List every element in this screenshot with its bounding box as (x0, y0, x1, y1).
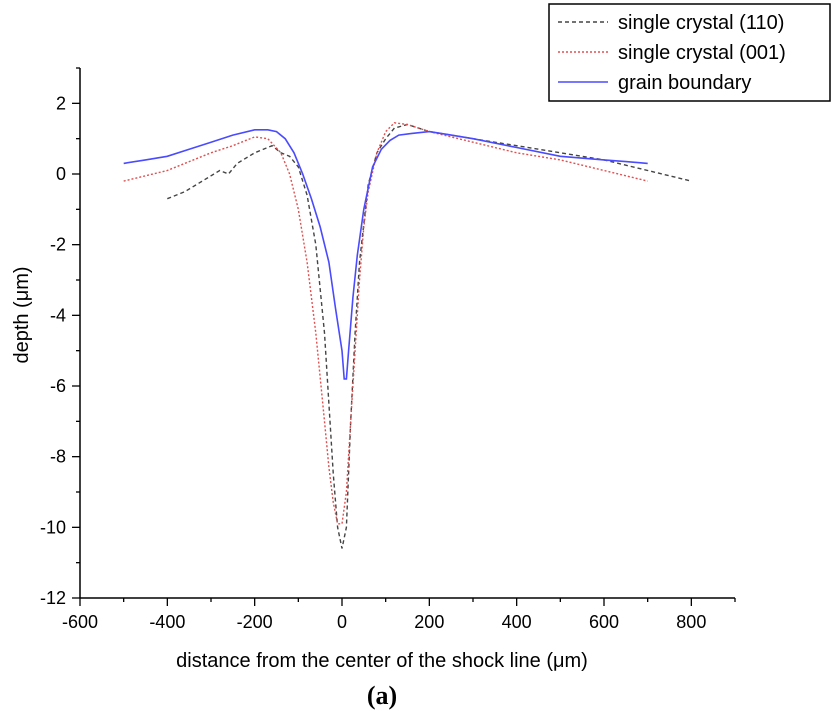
y-tick-label: -12 (40, 588, 66, 608)
series-layer (123, 122, 692, 549)
legend-label-3: grain boundary (618, 72, 751, 94)
y-axis-title: depth (μm) (11, 266, 33, 363)
legend-label-1: single crystal (110) (618, 12, 784, 34)
chart-axes (79, 68, 735, 599)
x-tick-label: -400 (149, 612, 185, 632)
y-tick-label: -6 (50, 376, 66, 396)
x-axis-ticks: -600 -400 -200 0 200 400 600 800 (62, 598, 736, 632)
y-tick-label: 2 (56, 93, 66, 113)
y-tick-label: -8 (50, 447, 66, 467)
x-tick-label: 600 (589, 612, 619, 632)
y-tick-label: 0 (56, 164, 66, 184)
x-tick-label: -600 (62, 612, 98, 632)
y-tick-label: -4 (50, 305, 66, 325)
x-tick-label: 400 (502, 612, 532, 632)
y-tick-label: -10 (40, 517, 66, 537)
y-axis-ticks: 2 0 -2 -4 -6 -8 -10 -12 (40, 67, 80, 608)
series-line-3 (123, 129, 648, 380)
x-tick-label: -200 (237, 612, 273, 632)
series-line-1 (167, 123, 692, 549)
legend-label-2: single crystal (001) (618, 42, 786, 64)
x-tick-label: 200 (414, 612, 444, 632)
series-line-2 (123, 122, 648, 525)
x-tick-label: 800 (676, 612, 706, 632)
figure-caption: (a) (367, 681, 397, 710)
x-axis-title: distance from the center of the shock li… (176, 650, 588, 672)
x-tick-label: 0 (337, 612, 347, 632)
chart-legend: single crystal (110) single crystal (001)… (548, 3, 831, 102)
y-tick-label: -2 (50, 235, 66, 255)
